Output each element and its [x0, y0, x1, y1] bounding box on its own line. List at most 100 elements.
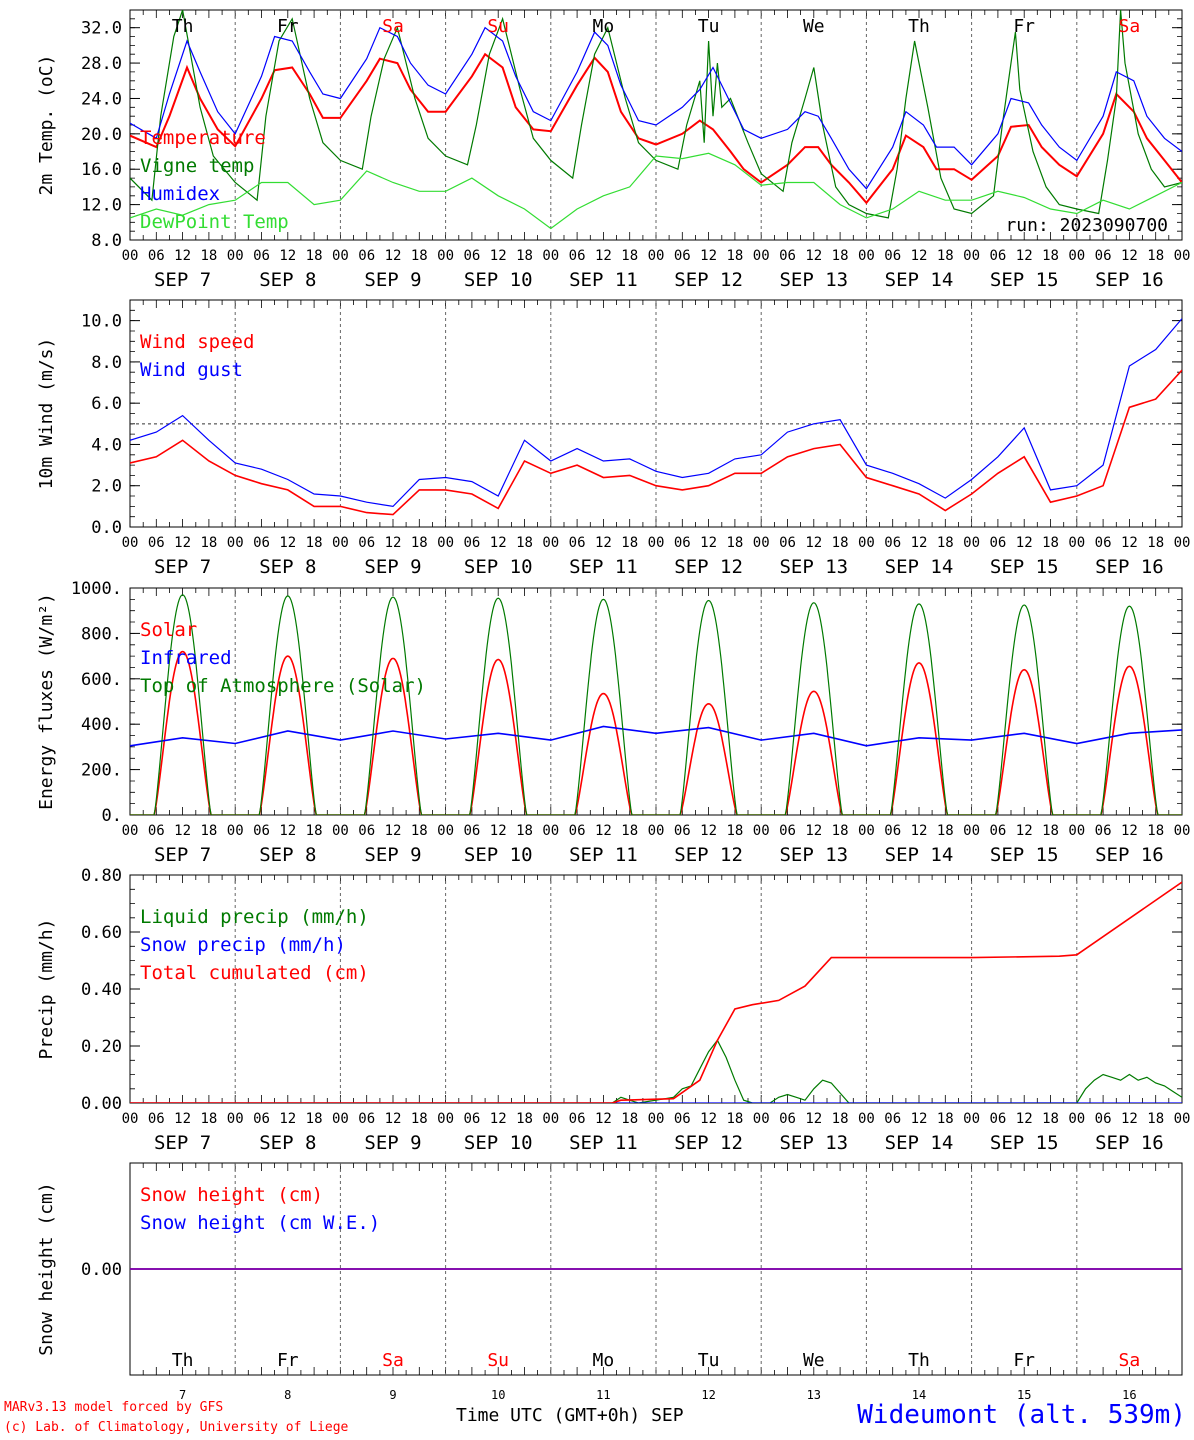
- x-tick-label: 00: [122, 823, 139, 839]
- y-axis-title: Snow height (cm): [36, 1182, 57, 1355]
- x-minor-ticks: [129, 300, 1183, 527]
- date-label: SEP 7: [154, 844, 211, 866]
- date-label: SEP 9: [364, 1132, 421, 1154]
- x-tick-label: 06: [463, 823, 480, 839]
- y-tick-label: 32.0: [81, 19, 122, 39]
- x-tick-label: 12: [700, 1111, 717, 1127]
- x-tick-label: 18: [832, 823, 849, 839]
- x-tick-label: 18: [621, 535, 638, 551]
- y-tick-label: 400.: [81, 715, 122, 735]
- day-number-label: 10: [491, 1388, 505, 1402]
- x-tick-label: 12: [1016, 535, 1033, 551]
- y-tick-label: 0.00: [81, 1094, 122, 1114]
- x-tick-label: 00: [648, 535, 665, 551]
- x-tick-label: 06: [989, 535, 1006, 551]
- x-tick-label: 06: [253, 823, 270, 839]
- x-tick-label: 06: [253, 535, 270, 551]
- x-tick-label: 06: [989, 248, 1006, 264]
- series-temperature: [130, 52, 1182, 205]
- y-axis-title: 2m Temp. (oC): [36, 55, 57, 196]
- series-wind-speed: [130, 369, 1182, 516]
- date-label: SEP 16: [1095, 556, 1164, 578]
- x-tick-label: 06: [463, 535, 480, 551]
- x-tick-label: 00: [122, 248, 139, 264]
- weekday-label: Sa: [382, 16, 404, 37]
- y-tick-label: 200.: [81, 761, 122, 781]
- x-tick-label: 18: [937, 535, 954, 551]
- panel-3: 0. 200. 400. 600. 800. 1000. Energy fluxes (W/…: [36, 579, 1190, 866]
- x-tick-label: 12: [279, 823, 296, 839]
- date-label: SEP 16: [1095, 269, 1164, 291]
- x-tick-label: 18: [306, 1111, 323, 1127]
- date-label: SEP 14: [885, 556, 954, 578]
- x-tick-label: 12: [700, 248, 717, 264]
- y-tick-label: 6.0: [91, 394, 122, 414]
- x-tick-label: 00: [753, 823, 770, 839]
- x-tick-label: 12: [700, 823, 717, 839]
- date-label: SEP 11: [569, 1132, 638, 1154]
- x-tick-label: 18: [200, 823, 217, 839]
- date-label: SEP 13: [779, 1132, 848, 1154]
- x-tick-label: 06: [674, 823, 691, 839]
- x-tick-label: 06: [569, 535, 586, 551]
- x-tick-label: 18: [832, 1111, 849, 1127]
- y-tick-label: 16.0: [81, 160, 122, 180]
- x-tick-label: 18: [411, 535, 428, 551]
- date-label: SEP 8: [259, 844, 316, 866]
- x-tick-label: 00: [858, 1111, 875, 1127]
- run-label: run: 2023090700: [1005, 215, 1168, 236]
- y-tick-label: 0.20: [81, 1037, 122, 1057]
- x-tick-label: 18: [1042, 248, 1059, 264]
- x-tick-label: 06: [779, 823, 796, 839]
- date-label: SEP 11: [569, 844, 638, 866]
- date-label: SEP 13: [779, 556, 848, 578]
- x-tick-label: 00: [332, 248, 349, 264]
- day-number-label: 8: [284, 1388, 291, 1402]
- weekday-label: Th: [908, 16, 930, 37]
- x-tick-label: 00: [753, 535, 770, 551]
- legend-entry: Temperature: [140, 127, 266, 149]
- y-axis-title: 10m Wind (m/s): [36, 338, 57, 490]
- date-label: SEP 15: [990, 269, 1059, 291]
- date-label: SEP 14: [885, 844, 954, 866]
- weekday-label: Su: [487, 1350, 509, 1371]
- date-label: SEP 13: [779, 269, 848, 291]
- x-tick-label: 12: [911, 535, 928, 551]
- x-tick-label: 06: [253, 1111, 270, 1127]
- x-tick-label: 06: [989, 823, 1006, 839]
- x-tick-label: 12: [385, 248, 402, 264]
- date-label: SEP 12: [674, 556, 743, 578]
- x-minor-ticks: [129, 1163, 1183, 1375]
- x-tick-label: 12: [174, 535, 191, 551]
- x-tick-label: 06: [148, 535, 165, 551]
- x-tick-label: 06: [884, 823, 901, 839]
- x-tick-label: 12: [1121, 535, 1138, 551]
- station-name: Wideumont (alt. 539m): [857, 1400, 1186, 1430]
- x-tick-label: 18: [411, 1111, 428, 1127]
- series-top-of-atmosphere-solar: [130, 594, 1182, 815]
- x-tick-label: 06: [148, 248, 165, 264]
- x-tick-label: 18: [411, 823, 428, 839]
- date-label: SEP 7: [154, 556, 211, 578]
- x-tick-label: 12: [385, 1111, 402, 1127]
- y-minor-ticks: [130, 9, 1182, 241]
- date-label: SEP 8: [259, 1132, 316, 1154]
- x-tick-label: 12: [490, 1111, 507, 1127]
- x-tick-label: 12: [1121, 248, 1138, 264]
- weekday-label: Fr: [1013, 1350, 1035, 1371]
- x-tick-label: 12: [805, 823, 822, 839]
- x-tick-label: 18: [726, 823, 743, 839]
- x-tick-label: 12: [595, 535, 612, 551]
- x-tick-label: 18: [832, 248, 849, 264]
- weekday-label: Su: [487, 16, 509, 37]
- x-tick-label: 18: [1042, 1111, 1059, 1127]
- date-label: SEP 9: [364, 269, 421, 291]
- weekday-label: Sa: [1119, 1350, 1141, 1371]
- x-tick-label: 18: [726, 535, 743, 551]
- date-label: SEP 10: [464, 844, 533, 866]
- x-tick-label: 00: [227, 248, 244, 264]
- x-tick-label: 00: [122, 535, 139, 551]
- y-tick-label: 8.0: [91, 231, 122, 251]
- x-tick-label: 06: [674, 535, 691, 551]
- y-tick-label: 28.0: [81, 54, 122, 74]
